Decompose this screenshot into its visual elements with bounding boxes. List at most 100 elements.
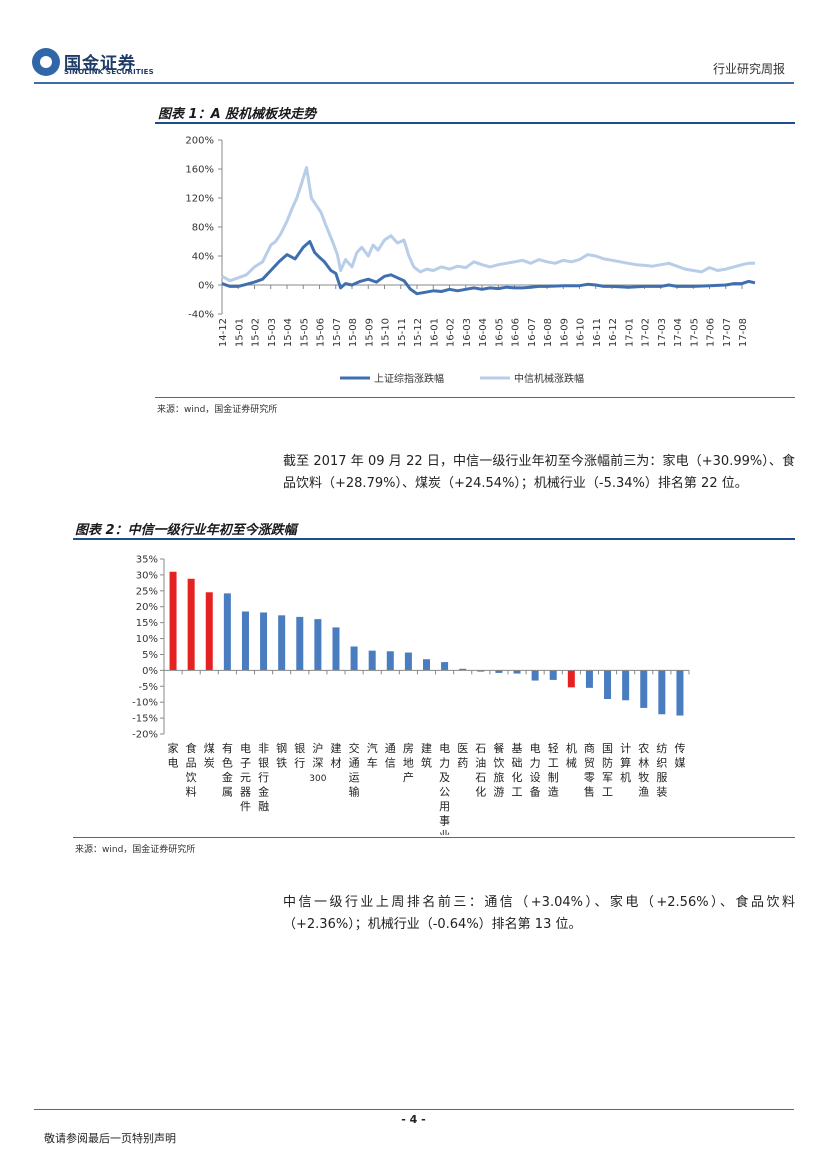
category-label-11: 交通运输	[349, 741, 360, 799]
category-label-5: 电子元器件	[240, 742, 251, 813]
x-tick-label: 15-10	[381, 318, 392, 347]
x-tick-label: 15-12	[413, 318, 424, 347]
y-tick-label: 120%	[185, 194, 214, 205]
category-label-1: 家电	[168, 741, 179, 770]
category-label-3: 煤炭	[204, 742, 215, 770]
x-tick-label: 16-06	[511, 318, 522, 347]
category-label-15: 建筑	[421, 741, 432, 770]
category-label-7: 钢铁	[276, 742, 287, 770]
bar-17	[459, 668, 467, 671]
company-name-cn: 国金证券	[64, 54, 136, 74]
figure1-line-chart: 200% 160% 120% 80% 40% 0% -40% 14-12 15-01 15-02 1…	[185, 136, 756, 385]
x-tick-label: 15-02	[251, 318, 262, 347]
bar-6	[260, 612, 268, 671]
y-tick-label: -40%	[188, 310, 214, 321]
x-tick-label: 16-08	[543, 318, 554, 347]
category-label-26: 计算机	[620, 742, 631, 784]
series-line-2	[221, 166, 755, 283]
legend-label-2: 中信机械涨跌幅	[514, 372, 584, 385]
bar-25	[604, 670, 612, 699]
figure2-title-rule	[73, 538, 795, 540]
x-tick-label: 15-06	[316, 318, 327, 347]
y-tick-label: 5%	[142, 650, 158, 661]
y-tick-label: 200%	[185, 136, 214, 147]
category-label-25: 国防军工	[602, 742, 613, 799]
x-tick-label: 16-01	[429, 318, 440, 347]
bar-19	[495, 670, 503, 673]
bar-20	[513, 670, 521, 674]
bar-26	[622, 670, 630, 701]
footer-divider	[34, 1109, 794, 1110]
x-tick-label: 15-04	[283, 318, 294, 347]
bar-2	[187, 578, 195, 671]
bar-28	[658, 670, 666, 715]
bar-23	[567, 670, 575, 688]
category-label-8: 银行	[294, 741, 305, 770]
figure1-bottom-rule	[155, 397, 795, 398]
report-type: 行业研究周报	[712, 62, 785, 76]
x-tick-label: 16-07	[527, 318, 538, 347]
x-tick-label: 16-04	[478, 318, 489, 347]
x-tick-label: 17-02	[641, 318, 652, 347]
y-tick-label: -10%	[132, 698, 158, 709]
y-tick-label: 0%	[142, 666, 158, 677]
y-tick-label: 40%	[192, 252, 214, 263]
bar-12	[368, 650, 376, 671]
x-tick-label: 17-06	[706, 318, 717, 347]
x-tick-label: 16-05	[494, 318, 505, 347]
category-label-18: 石油石化	[475, 742, 486, 799]
category-label-14: 房地产	[403, 742, 414, 784]
bar-9	[314, 619, 322, 671]
bar-24	[585, 670, 593, 688]
bar-14	[404, 652, 412, 671]
x-tick-label: 17-08	[738, 318, 749, 347]
x-tick-label: 17-07	[722, 318, 733, 347]
bar-22	[549, 670, 557, 680]
category-label-19: 餐饮旅游	[493, 741, 504, 799]
x-tick-label: 17-03	[657, 318, 668, 347]
legend-label-1: 上证综指涨跌幅	[374, 372, 444, 385]
x-tick-label: 15-07	[332, 318, 343, 347]
paragraph-ytd-ranking: 截至 2017 年 09 月 22 日，中信一级行业年初至今涨幅前三为：家电（+…	[283, 454, 795, 491]
category-label-9: 沪深 300	[309, 741, 326, 784]
category-label-6: 非银行金融	[258, 742, 269, 813]
category-label-2: 食品饮料	[186, 741, 197, 799]
figure2-title: 图表 2：中信一级行业年初至今涨跌幅	[75, 523, 297, 538]
bar-1	[169, 571, 177, 671]
y-tick-label: -15%	[132, 714, 158, 725]
x-tick-label: 17-04	[673, 318, 684, 347]
y-tick-label: -5%	[139, 682, 158, 693]
x-tick-label: 16-03	[462, 318, 473, 347]
category-label-17: 医药	[457, 742, 468, 770]
bar-21	[531, 670, 539, 681]
header-divider	[34, 82, 794, 84]
y-tick-label: 0%	[198, 281, 214, 292]
figure1-source: 来源：wind，国金证券研究所	[157, 405, 278, 415]
y-tick-label: 15%	[136, 618, 158, 629]
figure2-source: 来源：wind，国金证券研究所	[75, 845, 196, 855]
category-label-22: 轻工制造	[548, 741, 559, 799]
x-tick-label: 16-11	[592, 318, 603, 347]
bar-7	[278, 615, 286, 671]
x-tick-label: 15-09	[364, 318, 375, 347]
figure2-bar-chart: 35% 30% 25% 20% 15% 10% 5% 0% -5% -10% -15% -20% 家电食…	[132, 555, 690, 842]
paragraph-weekly-ranking: 中信一级行业上周排名前三：通信（+3.04%）、家电（+2.56%）、食品饮料（…	[283, 895, 795, 932]
y-tick-label: 25%	[136, 586, 158, 597]
bar-15	[423, 659, 430, 671]
x-tick-label: 14-12	[218, 318, 229, 347]
x-tick-label: 17-01	[624, 318, 635, 347]
figure1-chart: 200% 160% 120% 80% 40% 0% -40% 14-12 15-01 15-02 1…	[155, 124, 795, 394]
category-label-21: 电力设备	[530, 742, 541, 799]
category-label-4: 有色金属	[222, 741, 233, 799]
figure1-title-rule	[155, 122, 795, 124]
x-tick-label: 16-10	[576, 318, 587, 347]
category-label-28: 纺织服装	[656, 741, 667, 799]
bar-5	[241, 611, 249, 671]
y-tick-label: 20%	[136, 602, 158, 613]
x-tick-label: 15-03	[267, 318, 278, 347]
x-tick-label: 15-01	[234, 318, 245, 347]
y-tick-label: -20%	[132, 730, 158, 741]
bar-16	[441, 662, 449, 671]
x-tick-label: 16-09	[559, 318, 570, 347]
category-label-24: 商贸零售	[584, 741, 595, 799]
